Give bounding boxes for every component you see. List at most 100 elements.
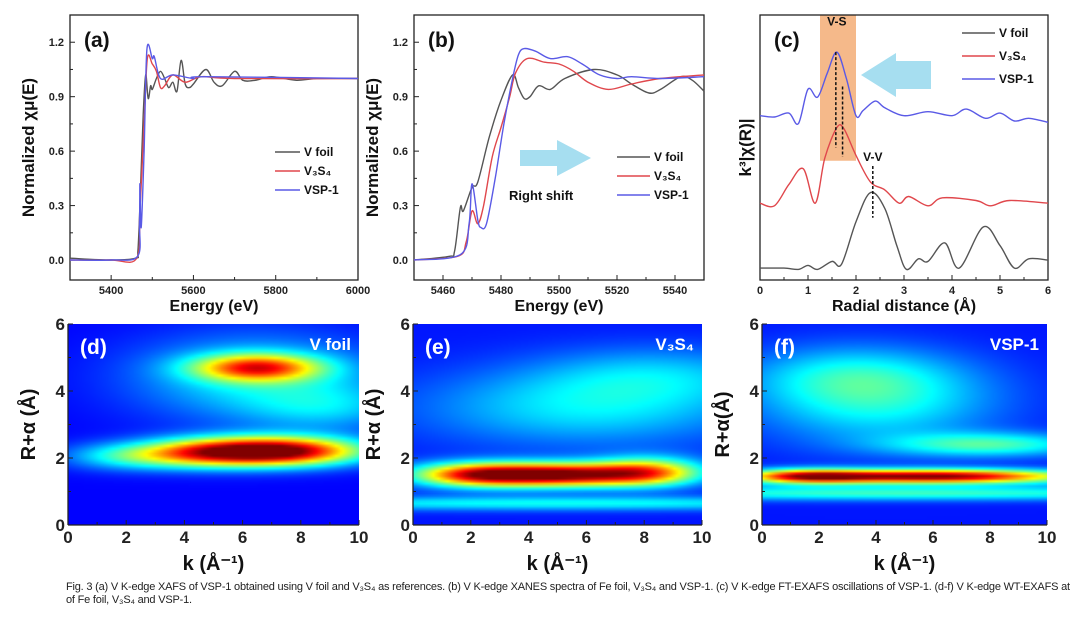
legend-label: VSP-1: [654, 188, 689, 202]
legend-label: V₃S₄: [999, 49, 1027, 63]
x-axis-label: k (Å⁻¹): [183, 551, 245, 575]
left-arrow-icon: [861, 53, 931, 97]
x-tick-label: 4: [180, 528, 190, 547]
x-tick-label: 4: [871, 528, 881, 547]
x-axis-label: Energy (eV): [170, 298, 259, 315]
wt-heatmap-v3s4: [413, 324, 702, 525]
y-tick-label: 0.6: [393, 146, 408, 158]
x-tick-label: 4: [524, 528, 534, 547]
y-tick-label: 0: [401, 516, 410, 535]
panel-label: (e): [425, 336, 451, 359]
x-tick-label: 5520: [605, 285, 629, 297]
x-tick-label: 5540: [663, 285, 687, 297]
y-axis-label: R+α(Å): [710, 391, 734, 457]
y-tick-label: 4: [750, 382, 760, 401]
legend-label: V₃S₄: [304, 164, 332, 178]
panel-b: 5460 5480 5500 5520 5540 0.0 0.3 0.6 0.9 1.2 Energ…: [363, 14, 705, 315]
y-tick-label: 2: [401, 449, 410, 468]
panel-label: (d): [80, 336, 107, 359]
y-tick-label: 0.9: [393, 92, 408, 104]
y-axis-label: R+α (Å): [361, 389, 385, 461]
y-tick-label: 2: [750, 449, 759, 468]
wt-heatmap-vsp1: [762, 324, 1047, 525]
series-line-vsp1: [69, 43, 359, 261]
y-tick-label: 0.3: [49, 201, 64, 213]
x-axis-label: Energy (eV): [515, 298, 604, 315]
y-tick-label: 0.3: [393, 201, 408, 213]
wt-heatmap-v-foil: [68, 324, 359, 525]
legend-label: VSP-1: [304, 183, 339, 197]
y-tick-label: 0.6: [49, 146, 64, 158]
x-tick-label: 3: [901, 285, 907, 297]
y-tick-label: 0.0: [49, 255, 64, 267]
y-axis-label: k³|χ(R)|: [736, 118, 755, 176]
series-line-vsp1: [759, 51, 1049, 126]
x-tick-label: 5400: [99, 285, 123, 297]
plot-frame: [762, 324, 1047, 525]
plot-frame: [413, 324, 702, 525]
x-tick-label: 8: [296, 528, 305, 547]
x-tick-label: 2: [853, 285, 859, 297]
legend-label: V₃S₄: [654, 169, 682, 183]
x-tick-label: 0: [757, 285, 763, 297]
x-axis-label: k (Å⁻¹): [527, 551, 589, 575]
panel-label: (c): [774, 29, 800, 52]
x-tick-label: 4: [949, 285, 956, 297]
x-axis-label: Radial distance (Å): [832, 296, 976, 315]
x-tick-label: 10: [350, 528, 369, 547]
panel-label: (f): [774, 336, 795, 359]
legend-label: VSP-1: [999, 72, 1034, 86]
x-tick-label: 6000: [346, 285, 370, 297]
x-tick-label: 10: [1038, 528, 1057, 547]
v-s-highlight-band: [820, 15, 856, 161]
peak-annotation: V-S: [827, 15, 846, 29]
y-axis-label: R+α (Å): [16, 389, 40, 461]
x-tick-label: 6: [582, 528, 591, 547]
panel-a: 5400 5600 5800 6000 0.0 0.3 0.6 0.9 1.2 Energy (e…: [19, 14, 370, 315]
x-tick-label: 6: [238, 528, 247, 547]
y-tick-label: 1.2: [393, 37, 408, 49]
series-line-v3s4: [413, 57, 705, 261]
figure-caption: Fig. 3 (a) V K-edge XAFS of VSP-1 obtain…: [66, 581, 1070, 606]
panel-c: 0 1 2 3 4 5 6 Radial distance (Å) k³|χ(R)| (c) V f…: [736, 14, 1051, 315]
y-tick-label: 6: [750, 315, 759, 334]
panel-f: 0 2 4 6 8 10 0 2 4 6 k (Å⁻¹) R+α(Å) (f) VSP-1: [710, 315, 1056, 575]
y-axis-label: Normalized χμ(E): [363, 78, 382, 217]
series-line-v-foil: [413, 68, 705, 261]
sample-label: V₃S₄: [655, 335, 694, 354]
series-line-v3s4: [759, 123, 1049, 208]
plot-frame: [68, 324, 359, 525]
x-tick-label: 6: [928, 528, 937, 547]
y-tick-label: 1.2: [49, 37, 64, 49]
panel-e: 0 2 4 6 8 10 0 2 4 6 k (Å⁻¹) R+α (Å) (e) V₃S₄: [361, 315, 711, 575]
x-tick-label: 5: [997, 285, 1003, 297]
x-tick-label: 10: [693, 528, 712, 547]
x-tick-label: 5500: [547, 285, 571, 297]
x-tick-label: 1: [805, 285, 811, 297]
x-tick-label: 0: [408, 528, 417, 547]
x-tick-label: 0: [757, 528, 766, 547]
y-tick-label: 4: [56, 382, 66, 401]
y-tick-label: 2: [56, 449, 65, 468]
right-shift-annotation: Right shift: [509, 188, 574, 203]
plot-frame: [69, 14, 359, 281]
x-tick-label: 5800: [263, 285, 287, 297]
y-tick-label: 6: [401, 315, 410, 334]
panel-d: 0 2 4 6 8 10 0 2 4 6 k (Å⁻¹) R+α (Å) (d) V foil: [16, 315, 368, 575]
x-tick-label: 8: [639, 528, 648, 547]
y-tick-label: 4: [401, 382, 411, 401]
x-tick-label: 8: [985, 528, 994, 547]
peak-annotation: V-V: [863, 150, 882, 164]
x-tick-label: 2: [466, 528, 475, 547]
y-tick-label: 0: [56, 516, 65, 535]
y-tick-label: 6: [56, 315, 65, 334]
legend-label: V foil: [654, 150, 683, 164]
panel-label: (a): [84, 29, 110, 52]
x-tick-label: 0: [63, 528, 72, 547]
sample-label: V foil: [309, 335, 351, 354]
y-tick-label: 0.0: [393, 255, 408, 267]
series-line-vsp1: [413, 47, 705, 261]
right-arrow-icon: [520, 140, 591, 176]
